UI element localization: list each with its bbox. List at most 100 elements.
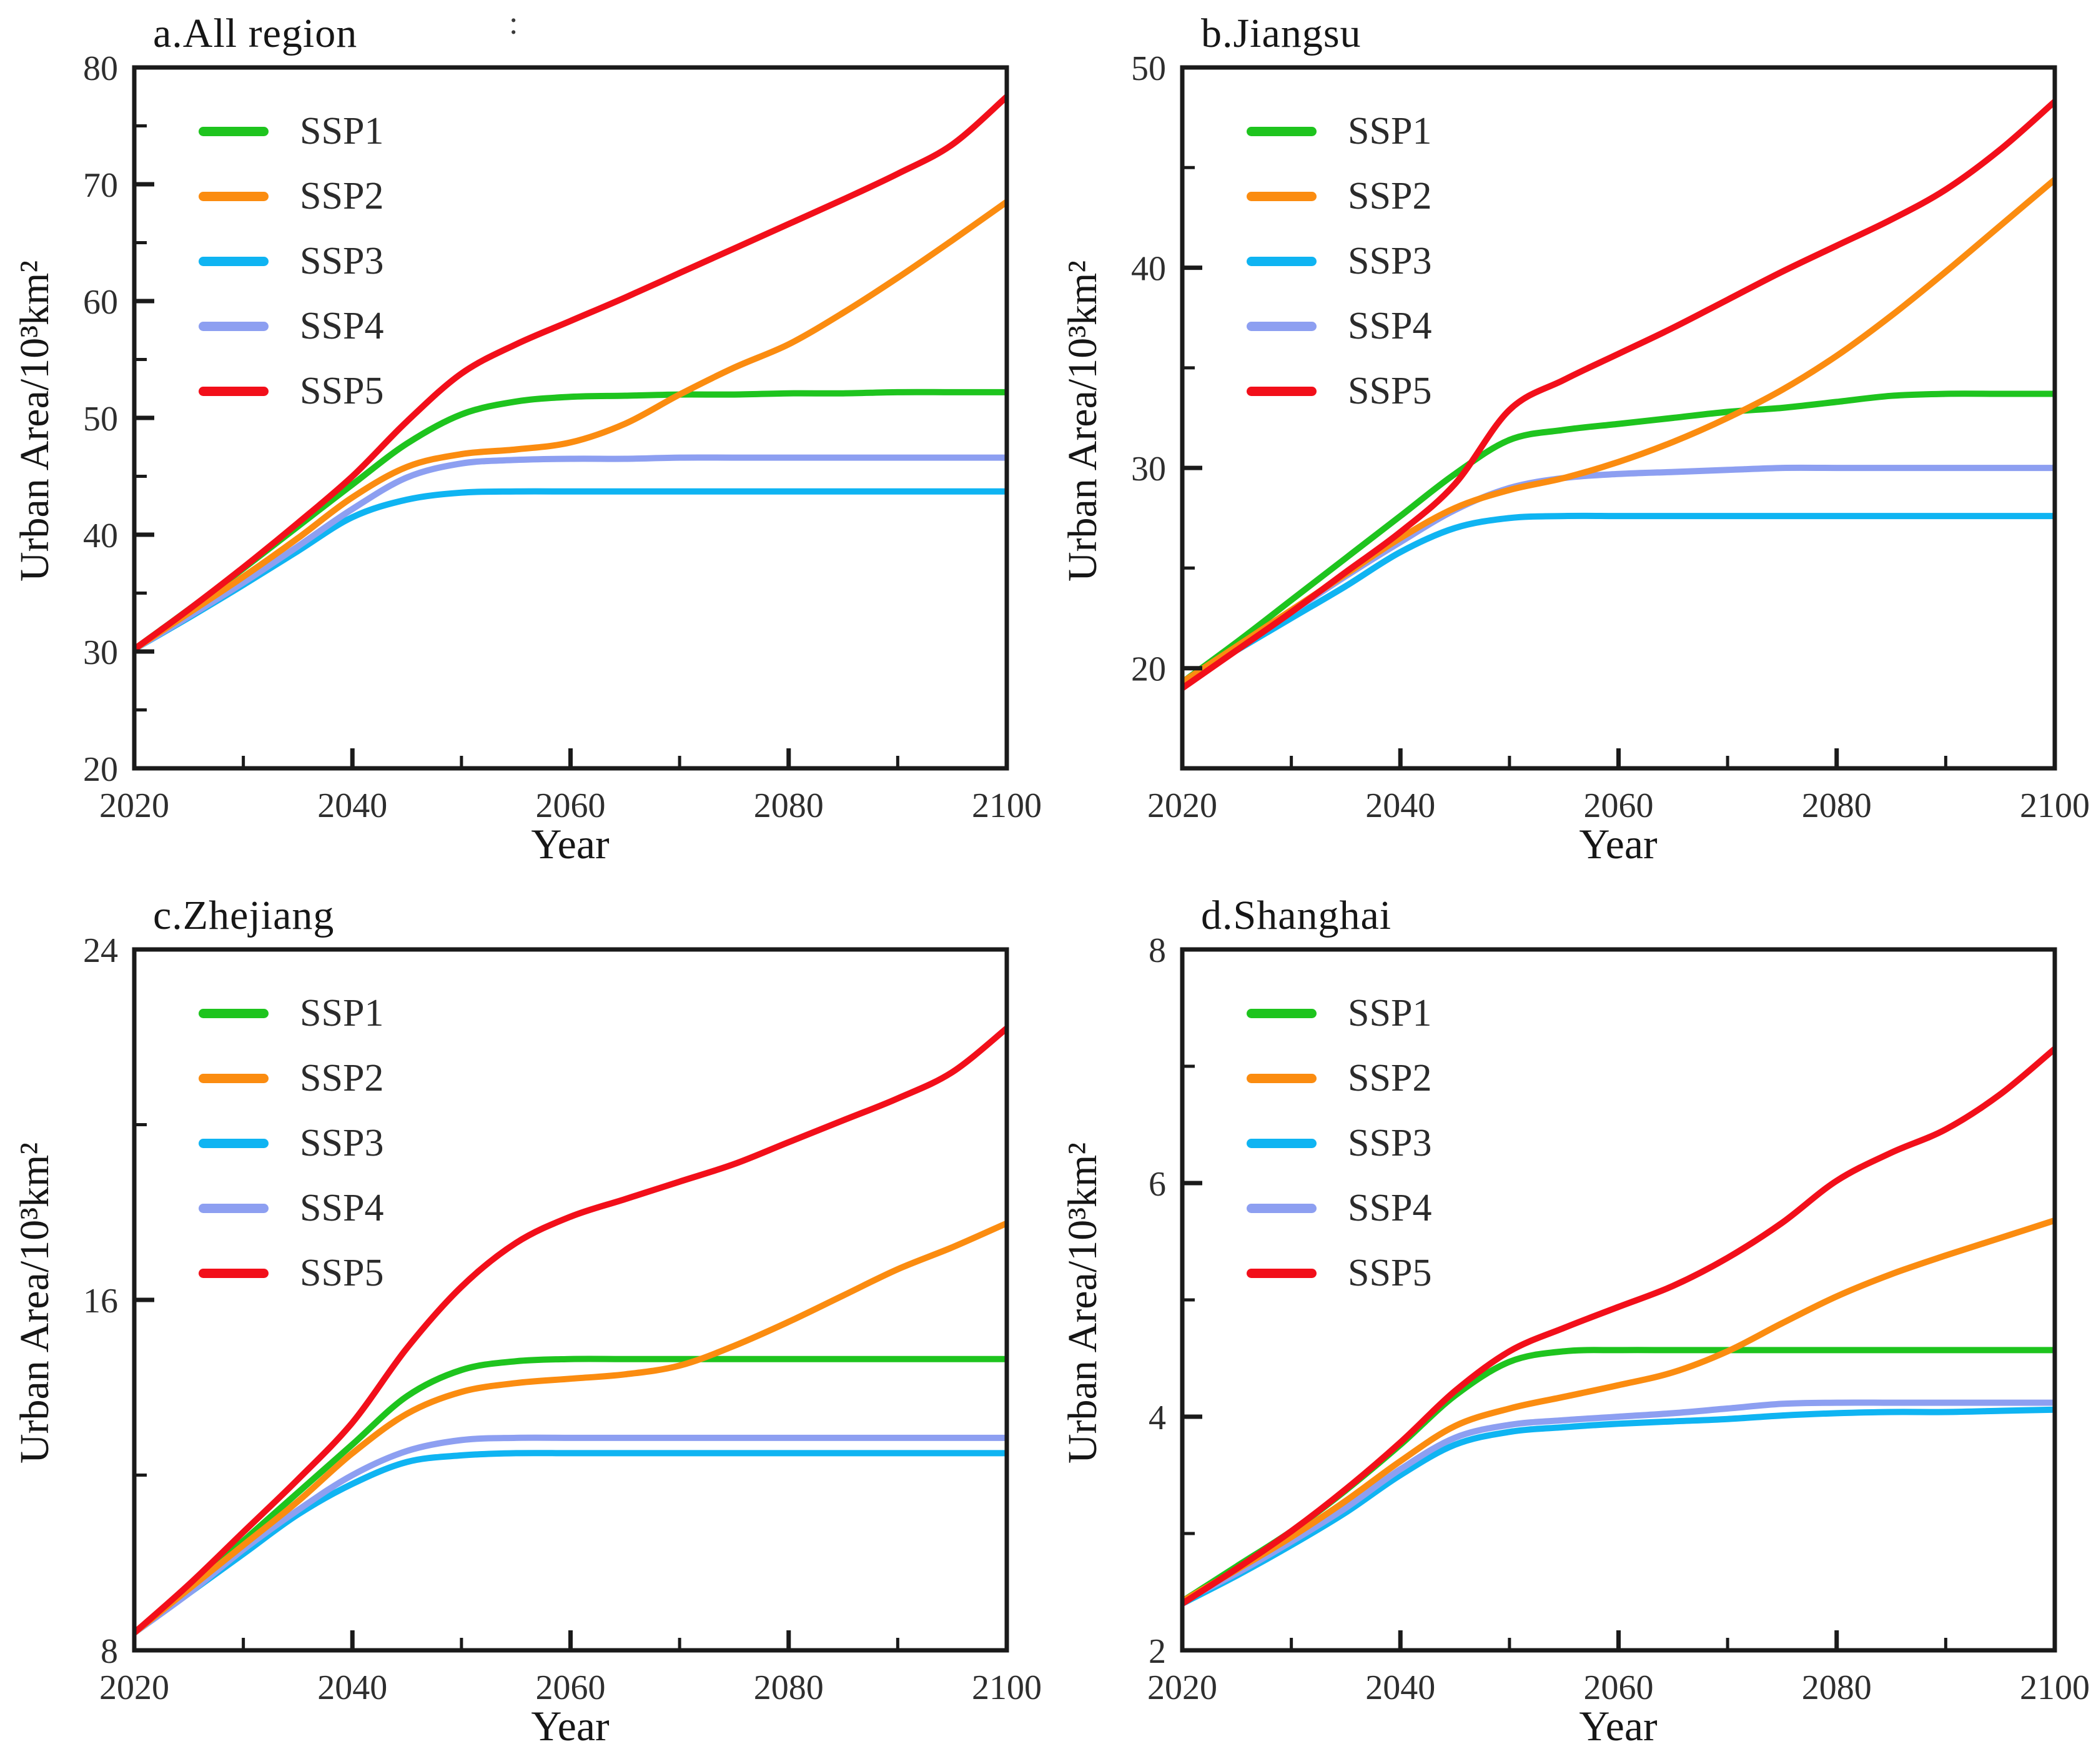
legend-item-ssp2: SSP2 xyxy=(1247,1058,1431,1098)
tick-label: 60 xyxy=(83,283,118,322)
tick-label: 2020 xyxy=(99,1668,169,1707)
ssp4-line-swatch-icon xyxy=(1247,1203,1317,1213)
panel-shanghai-plot-canvas: 2 4 6 8 2020 2040 2060 2080 2100 xyxy=(1147,931,2090,1707)
legend-label: SSP1 xyxy=(1348,110,1432,152)
legend: SSP1 SSP2 SSP3 SSP4 SSP5 xyxy=(199,993,383,1293)
series-line-ssp4 xyxy=(1182,464,2055,686)
panel-all-region: 20 30 40 50 60 70 80 2020 2040 2060 2080 2100 a.All… xyxy=(0,0,1048,882)
tick-label: 16 xyxy=(83,1282,118,1321)
legend-item-ssp5: SSP5 xyxy=(199,371,383,411)
ssp2-line-swatch-icon xyxy=(1247,191,1317,201)
panel-title: b.Jiangsu xyxy=(1201,11,1362,56)
ssp2-line-swatch-icon xyxy=(199,1073,269,1083)
tick-label: 70 xyxy=(83,166,118,205)
legend-label: SSP4 xyxy=(1348,1187,1432,1229)
legend-label: SSP3 xyxy=(1348,240,1432,282)
series-line-ssp5 xyxy=(1182,98,2055,691)
series-line-ssp2 xyxy=(134,1220,1007,1636)
tick-label: 2100 xyxy=(2020,1668,2090,1707)
legend-label: SSP2 xyxy=(1348,175,1432,217)
ssp2-line-swatch-icon xyxy=(199,191,269,201)
panel-zhejiang: 8 16 24 2020 2040 2060 2080 2100 c.Zhejiang Urb… xyxy=(0,882,1048,1764)
tick-label: 2040 xyxy=(1365,1668,1435,1707)
legend-item-ssp4: SSP4 xyxy=(199,1188,383,1228)
ssp4-line-swatch-icon xyxy=(1247,321,1317,331)
tick-label: 2060 xyxy=(1584,786,1654,825)
series-line-ssp3 xyxy=(1182,1406,2055,1607)
tick-label: 30 xyxy=(1131,450,1166,488)
legend-item-ssp3: SSP3 xyxy=(199,241,383,281)
tick-label: 2080 xyxy=(754,1668,824,1707)
legend-label: SSP4 xyxy=(300,1187,384,1229)
tick-label: 2040 xyxy=(317,1668,387,1707)
panel-title: a.All region xyxy=(153,11,358,56)
ssp3-line-swatch-icon xyxy=(1247,1138,1317,1148)
legend-label: SSP3 xyxy=(300,1122,384,1164)
legend-label: SSP5 xyxy=(1348,370,1432,412)
tick-label: 2040 xyxy=(317,786,387,825)
series-line-ssp1 xyxy=(134,1355,1007,1636)
series-line-ssp3 xyxy=(134,1450,1007,1636)
tick-label: 6 xyxy=(1149,1165,1166,1204)
y-axis-label: Urban Area/10³km² xyxy=(12,1142,57,1464)
legend: SSP1 SSP2 SSP3 SSP4 SSP5 xyxy=(1247,111,1431,411)
tick-label: 2060 xyxy=(536,786,606,825)
series-line-ssp1 xyxy=(134,389,1007,653)
tick-label: 50 xyxy=(1131,49,1166,88)
panel-title: d.Shanghai xyxy=(1201,893,1392,938)
legend: SSP1 SSP2 SSP3 SSP4 SSP5 xyxy=(199,111,383,411)
panel-zhejiang-plot-canvas: 8 16 24 2020 2040 2060 2080 2100 xyxy=(83,931,1042,1707)
ssp3-line-swatch-icon xyxy=(199,1138,269,1148)
legend-item-ssp4: SSP4 xyxy=(1247,306,1431,346)
tick-label: 2100 xyxy=(972,786,1042,825)
legend-item-ssp1: SSP1 xyxy=(199,111,383,151)
tick-label: 2040 xyxy=(1365,786,1435,825)
tick-label: 50 xyxy=(83,400,118,439)
ssp1-line-swatch-icon xyxy=(1247,1008,1317,1018)
legend-item-ssp3: SSP3 xyxy=(199,1123,383,1163)
legend-label: SSP2 xyxy=(300,175,384,217)
legend-item-ssp5: SSP5 xyxy=(1247,371,1431,411)
ssp4-line-swatch-icon xyxy=(199,1203,269,1213)
tick-label: 2060 xyxy=(1584,1668,1654,1707)
series-line-ssp5 xyxy=(1182,1045,2055,1607)
tick-label: 40 xyxy=(1131,250,1166,289)
tick-label: 20 xyxy=(1131,650,1166,689)
legend-item-ssp2: SSP2 xyxy=(199,176,383,216)
legend-label: SSP2 xyxy=(300,1057,384,1099)
ssp5-line-swatch-icon xyxy=(1247,1268,1317,1278)
tick-label: 24 xyxy=(83,931,118,970)
legend-item-ssp3: SSP3 xyxy=(1247,241,1431,281)
tick-label: 80 xyxy=(83,49,118,88)
legend-item-ssp1: SSP1 xyxy=(1247,111,1431,151)
tick-label: 2020 xyxy=(1147,1668,1217,1707)
ssp1-line-swatch-icon xyxy=(199,1008,269,1018)
series-line-ssp2 xyxy=(134,199,1007,653)
legend: SSP1 SSP2 SSP3 SSP4 SSP5 xyxy=(1247,993,1431,1293)
series-line-ssp5 xyxy=(134,1025,1007,1636)
series-line-ssp3 xyxy=(1182,512,2055,686)
ssp5-line-swatch-icon xyxy=(199,386,269,396)
legend-label: SSP2 xyxy=(1348,1057,1432,1099)
tick-label: 2100 xyxy=(2020,786,2090,825)
legend-item-ssp5: SSP5 xyxy=(1247,1253,1431,1293)
tick-label: 8 xyxy=(1149,931,1166,970)
x-axis-label: Year xyxy=(1579,820,1658,868)
ssp3-line-swatch-icon xyxy=(1247,256,1317,266)
legend-label: SSP5 xyxy=(300,370,384,412)
ssp2-line-swatch-icon xyxy=(1247,1073,1317,1083)
ssp1-line-swatch-icon xyxy=(199,126,269,136)
tick-label: 2060 xyxy=(536,1668,606,1707)
ssp5-line-swatch-icon xyxy=(1247,386,1317,396)
tick-label: 2080 xyxy=(1802,1668,1872,1707)
tick-label: 8 xyxy=(101,1632,118,1671)
panel-jiangsu: 20 30 40 50 2020 2040 2060 2080 2100 b.Jiangsu U… xyxy=(1048,0,2096,882)
legend-label: SSP5 xyxy=(1348,1252,1432,1294)
ssp4-line-swatch-icon xyxy=(199,321,269,331)
series-line-ssp1 xyxy=(1182,390,2055,686)
y-axis-label: Urban Area/10³km² xyxy=(1060,260,1105,582)
legend-label: SSP3 xyxy=(300,240,384,282)
tick-label: 2 xyxy=(1149,1632,1166,1671)
x-axis-label: Year xyxy=(531,1702,610,1750)
